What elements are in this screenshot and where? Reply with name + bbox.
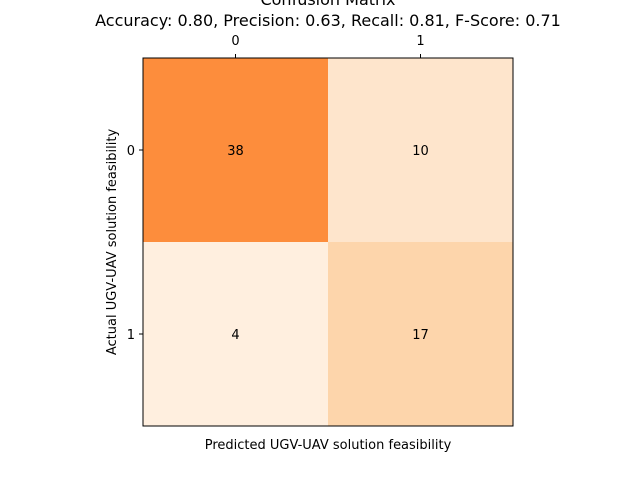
heatmap-cell (143, 242, 328, 426)
cell-value-label: 4 (231, 328, 239, 343)
cell-value-label: 10 (412, 144, 429, 159)
cell-value-label: 17 (412, 328, 429, 343)
heatmap-cell (328, 58, 513, 242)
heatmap-cell (328, 242, 513, 426)
y-tick-label: 1 (127, 328, 135, 343)
chart-title: Confusion Matrix (260, 0, 395, 9)
heatmap-cells: 38 10 4 17 (143, 58, 513, 426)
plot-frame (142, 57, 514, 427)
y-tick-label: 0 (127, 144, 135, 159)
chart-subtitle: Accuracy: 0.80, Precision: 0.63, Recall:… (95, 11, 561, 30)
heatmap-cell (143, 58, 328, 242)
x-tick-label: 0 (231, 34, 239, 49)
y-axis-label: Actual UGV-UAV solution feasibility (105, 129, 120, 356)
x-tick-label: 1 (416, 34, 424, 49)
axis-ticks: 0 1 0 1 (127, 34, 425, 343)
cell-value-label: 38 (227, 144, 244, 159)
x-axis-label: Predicted UGV-UAV solution feasibility (205, 438, 452, 453)
